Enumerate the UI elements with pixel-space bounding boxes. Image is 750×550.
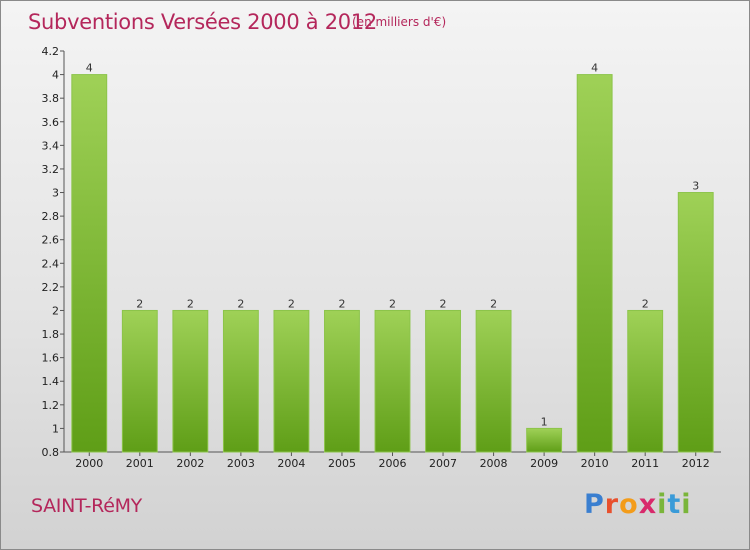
data-label: 2 (490, 297, 497, 310)
chart-title: Subventions Versées 2000 à 2012 (28, 10, 377, 34)
y-tick-label: 3.2 (42, 163, 60, 176)
logo-letter: o (619, 489, 639, 520)
data-label: 2 (338, 297, 345, 310)
bar (71, 74, 108, 453)
x-tick-label: 2000 (75, 457, 103, 470)
y-tick-label: 4 (52, 69, 59, 82)
commune-name: SAINT-RéMY (31, 495, 142, 517)
y-tick-label: 0.8 (42, 446, 60, 459)
data-label: 3 (692, 180, 699, 193)
y-tick-label: 2.8 (42, 210, 60, 223)
y-tick-label: 2.6 (42, 234, 60, 247)
y-tick-label: 1.8 (42, 328, 60, 341)
y-tick-label: 3.6 (42, 116, 60, 129)
y-tick-label: 3.4 (42, 139, 60, 152)
y-tick-label: 1.4 (42, 375, 60, 388)
data-label: 2 (642, 297, 649, 310)
x-tick-label: 2006 (379, 457, 407, 470)
y-tick-label: 4.2 (42, 45, 60, 58)
bar-series: 4 2 2 2 2 2 2 2 2 1 4 2 3 (71, 62, 714, 453)
bar (222, 309, 259, 453)
y-tick-label: 2 (52, 304, 59, 317)
bar (526, 427, 563, 453)
data-label: 4 (86, 62, 93, 75)
x-tick-label: 2004 (277, 457, 305, 470)
x-axis: 2000 2001 2002 2003 2004 2005 2006 2007 2008 2009… (64, 451, 721, 470)
bar (374, 309, 411, 453)
data-label: 2 (440, 297, 447, 310)
bar (677, 192, 714, 453)
x-tick-label: 2005 (328, 457, 356, 470)
y-tick-label: 3 (52, 187, 59, 200)
bar (425, 309, 461, 453)
x-tick-label: 2007 (429, 457, 457, 470)
y-tick-label: 2.2 (42, 281, 60, 294)
bar (273, 309, 310, 453)
bar (475, 309, 512, 453)
data-label: 4 (591, 62, 598, 75)
y-tick-label: 1.2 (42, 399, 60, 412)
logo-letter: x (638, 489, 658, 520)
x-tick-label: 2010 (581, 457, 609, 470)
proxiti-logo: Proxiti (584, 489, 692, 520)
logo-letter: r (604, 489, 620, 520)
x-tick-label: 2001 (126, 457, 154, 470)
data-label: 2 (136, 297, 143, 310)
x-tick-label: 2008 (480, 457, 508, 470)
x-tick-label: 2002 (176, 457, 204, 470)
x-tick-label: 2003 (227, 457, 255, 470)
logo-letter: i (657, 489, 668, 520)
data-label: 2 (237, 297, 244, 310)
bar (172, 309, 209, 453)
bar (627, 309, 664, 453)
chart-unit-note: (en milliers d'€) (352, 15, 447, 29)
y-tick-label: 3.8 (42, 92, 60, 105)
bar (324, 309, 360, 453)
data-label: 1 (541, 415, 548, 428)
logo-letter: i (681, 489, 692, 520)
data-label: 2 (187, 297, 194, 310)
x-tick-label: 2009 (530, 457, 558, 470)
data-label: 2 (389, 297, 396, 310)
bar (121, 309, 158, 453)
y-axis: 0.8 1 1.2 1.4 1.6 1.8 2 2.2 2.4 2.6 2.8 3 3.2 3.4 3.6 3… (42, 45, 65, 459)
x-tick-label: 2012 (682, 457, 710, 470)
y-tick-label: 1 (52, 422, 59, 435)
x-tick-label: 2011 (631, 457, 659, 470)
y-tick-label: 1.6 (42, 352, 60, 365)
data-label: 2 (288, 297, 295, 310)
bar (576, 74, 613, 453)
logo-letter: t (667, 489, 682, 520)
logo-letter: P (584, 489, 605, 520)
y-tick-label: 2.4 (42, 257, 60, 270)
